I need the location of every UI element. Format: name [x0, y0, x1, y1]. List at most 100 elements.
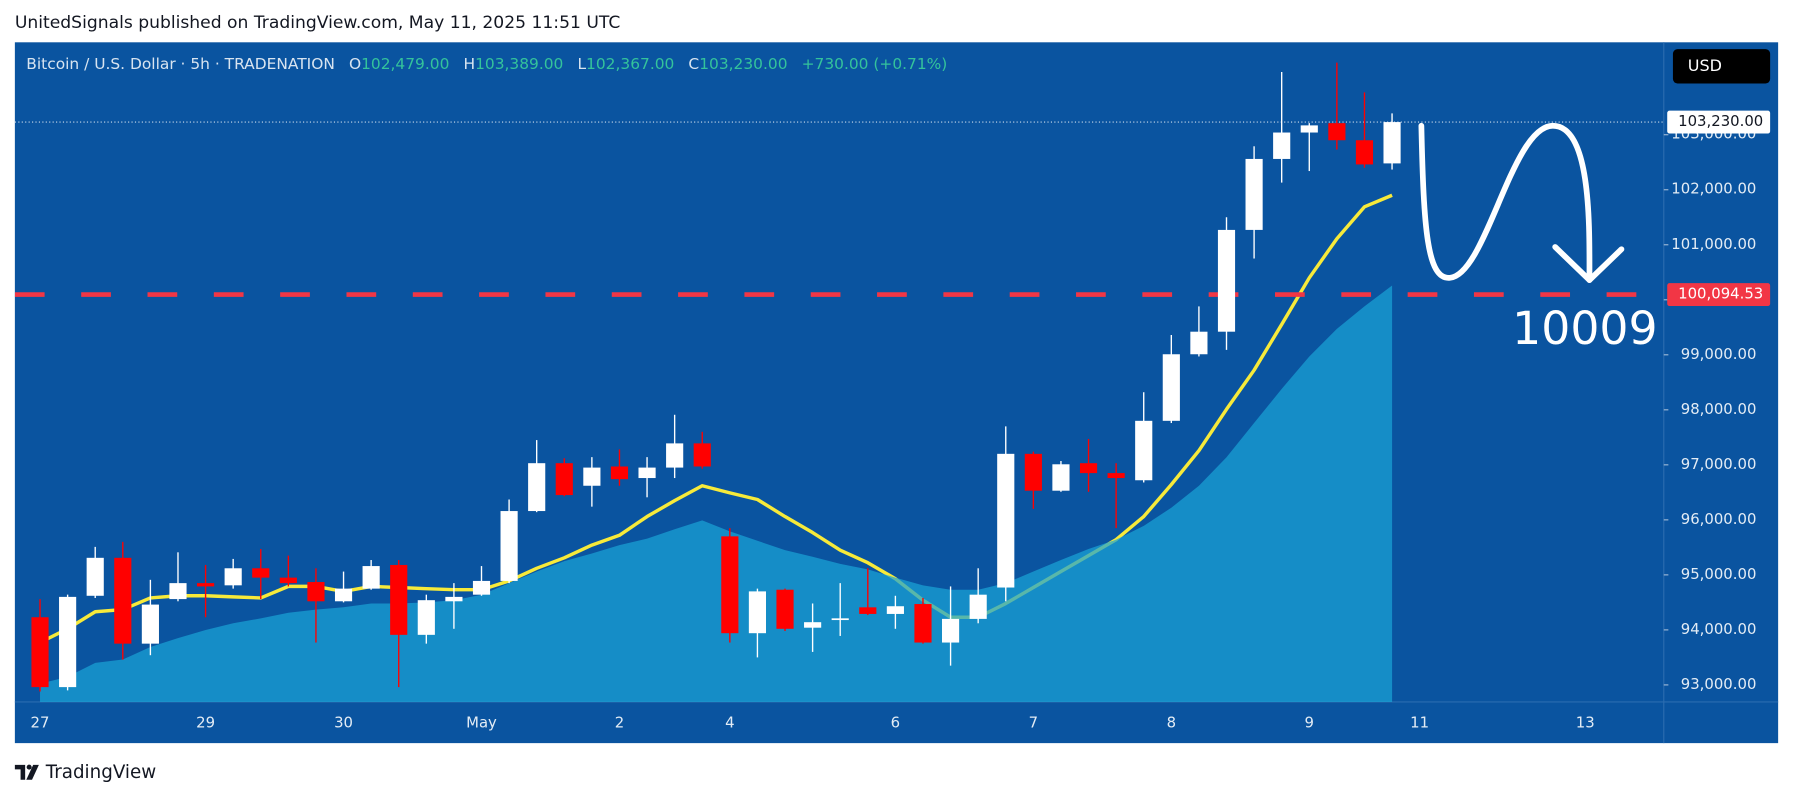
price-label-box	[1667, 283, 1771, 307]
y-tick-label: 93,000.00	[1681, 675, 1757, 693]
symbol-legend: Bitcoin / U.S. Dollar · 5h · TRADENATION…	[26, 55, 947, 73]
y-tick-label: 98,000.00	[1681, 400, 1757, 418]
candle-body	[169, 583, 187, 600]
x-tick-label: May	[466, 714, 497, 732]
candle-body	[1107, 473, 1125, 479]
candle-body	[610, 466, 629, 480]
tradingview-logo	[14, 764, 39, 780]
candle-body	[1024, 453, 1042, 491]
logo-mark	[14, 764, 26, 780]
candle-body	[1162, 354, 1180, 421]
candle-body	[914, 604, 932, 643]
candle-body	[334, 588, 353, 602]
logo-dot	[26, 764, 32, 770]
ohlc-value: 102,479.00	[361, 55, 449, 73]
ohlc-value: 102,367.00	[586, 55, 674, 73]
candle-body	[86, 557, 104, 596]
candle-body	[721, 536, 739, 634]
currency-button[interactable]	[1672, 49, 1771, 84]
ohlc-key: C	[688, 55, 699, 73]
ma-area	[40, 285, 1393, 702]
candle-body	[362, 566, 380, 589]
x-tick-label: 6	[891, 714, 900, 732]
ohlc-key: O	[349, 55, 361, 73]
candle-body	[390, 564, 408, 635]
change: +730.00 (+0.71%)	[802, 55, 948, 73]
candle-body	[528, 463, 546, 512]
currency-label[interactable]: USD	[1688, 56, 1722, 75]
x-tick-label: 13	[1576, 714, 1595, 732]
ohlc-value: 103,389.00	[475, 55, 563, 73]
candle-body	[445, 596, 463, 602]
x-tick-label: 30	[334, 714, 353, 732]
candle-body	[141, 604, 159, 644]
candle-body	[693, 443, 711, 467]
y-tick-label: 95,000.00	[1681, 565, 1757, 583]
x-tick-label: 7	[1029, 714, 1038, 732]
ohlc-key: L	[577, 55, 586, 73]
logo-slash	[26, 764, 39, 780]
candle-body	[941, 618, 960, 643]
candle-body	[831, 618, 849, 621]
x-tick-label: 11	[1410, 714, 1429, 732]
y-tick-label: 96,000.00	[1681, 510, 1757, 528]
price-label: 100,094.53	[1678, 285, 1763, 303]
candle-body	[114, 557, 132, 644]
candle-body	[1190, 331, 1208, 355]
ma-line	[39, 193, 1393, 645]
candle-body	[804, 622, 822, 628]
symbol-title: Bitcoin / U.S. Dollar · 5h · TRADENATION	[26, 55, 335, 73]
candle-body	[969, 594, 987, 619]
candle-body	[279, 577, 297, 584]
candle-body	[224, 568, 242, 586]
candle-body	[197, 583, 215, 587]
candle-body	[1300, 125, 1318, 133]
publish-header: UnitedSignals published on TradingView.c…	[15, 13, 620, 33]
candle-body	[638, 467, 656, 479]
y-tick-label: 94,000.00	[1681, 620, 1757, 638]
ohlc-key: H	[463, 55, 475, 73]
y-tick-label: 101,000.00	[1671, 235, 1756, 253]
x-tick-label: 27	[31, 714, 50, 732]
annotation: 10009	[1512, 302, 1657, 355]
y-tick-label: 97,000.00	[1681, 455, 1757, 473]
candle-body	[1273, 132, 1291, 159]
candle-body	[1328, 123, 1346, 141]
candle-body	[859, 607, 877, 614]
x-tick-label: 8	[1167, 714, 1176, 732]
candle-body	[776, 589, 794, 629]
x-tick-label: 2	[615, 714, 624, 732]
candle-body	[583, 467, 601, 486]
arrow-head	[1552, 244, 1625, 283]
candle-body	[1079, 463, 1098, 474]
x-tick-label: 9	[1305, 714, 1314, 732]
candle-body	[307, 582, 325, 602]
candle-body	[886, 606, 904, 614]
candle-body	[997, 453, 1015, 588]
candle-body	[1052, 464, 1070, 491]
candle-body	[1383, 122, 1401, 164]
x-tick-label: 4	[725, 714, 734, 732]
candle-body	[555, 463, 573, 496]
candle-body	[1135, 420, 1153, 481]
plot	[14, 62, 1664, 702]
candle-body	[1245, 158, 1263, 230]
candle-body	[31, 617, 49, 688]
candle-body	[59, 596, 77, 688]
drawn-arrow	[1418, 122, 1593, 283]
y-tick-label: 102,000.00	[1671, 180, 1756, 198]
candle-body	[666, 443, 684, 468]
candle-body	[1217, 229, 1236, 332]
price-label: 103,230.00	[1678, 112, 1763, 130]
candle-body	[1355, 140, 1374, 165]
price-label-box	[1667, 110, 1771, 134]
x-tick-label: 29	[196, 714, 215, 732]
ohlc-value: 103,230.00	[699, 55, 787, 73]
candle-body	[748, 591, 767, 634]
candle-body	[500, 511, 518, 581]
candle-body	[252, 568, 270, 578]
candle-body	[472, 580, 491, 595]
footer-brand: TradingView	[45, 762, 157, 783]
y-tick-label: 99,000.00	[1681, 345, 1757, 363]
